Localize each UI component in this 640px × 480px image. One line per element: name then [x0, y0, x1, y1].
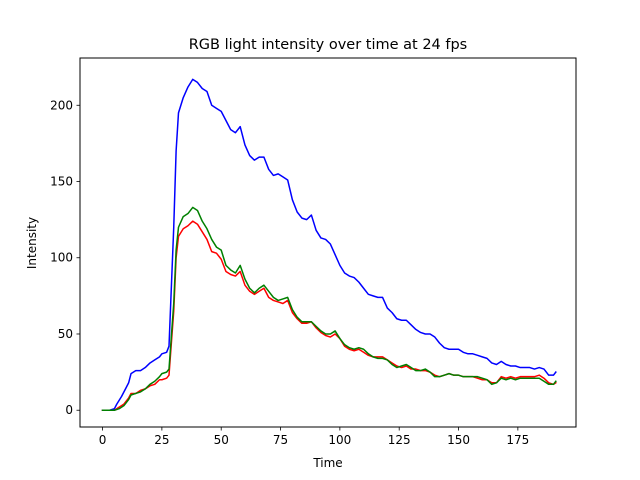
y-tick-label: 50 [58, 327, 73, 341]
x-axis-ticks: 0 25 50 75 100 125 150 175 [99, 427, 529, 447]
x-tick-label: 25 [154, 433, 169, 447]
x-tick-label: 125 [388, 433, 411, 447]
x-tick-label: 175 [506, 433, 529, 447]
y-tick-label: 200 [50, 98, 73, 112]
series-line-0 [101, 78, 557, 411]
x-tick-label: 100 [328, 433, 351, 447]
y-tick-label: 150 [50, 175, 73, 189]
x-tick-label: 50 [214, 433, 229, 447]
x-tick-label: 0 [99, 433, 107, 447]
x-axis-title: Time [312, 456, 342, 470]
x-tick-label: 150 [447, 433, 470, 447]
y-axis-title: Intensity [25, 217, 39, 269]
series-line-2 [101, 206, 557, 411]
y-axis-ticks: 0 50 100 150 200 [50, 98, 80, 417]
x-tick-label: 75 [273, 433, 288, 447]
plot-area-frame [79, 57, 577, 428]
chart-title: RGB light intensity over time at 24 fps [189, 37, 468, 53]
y-tick-label: 100 [50, 251, 73, 265]
series-layer [101, 78, 557, 411]
y-tick-label: 0 [65, 403, 73, 417]
